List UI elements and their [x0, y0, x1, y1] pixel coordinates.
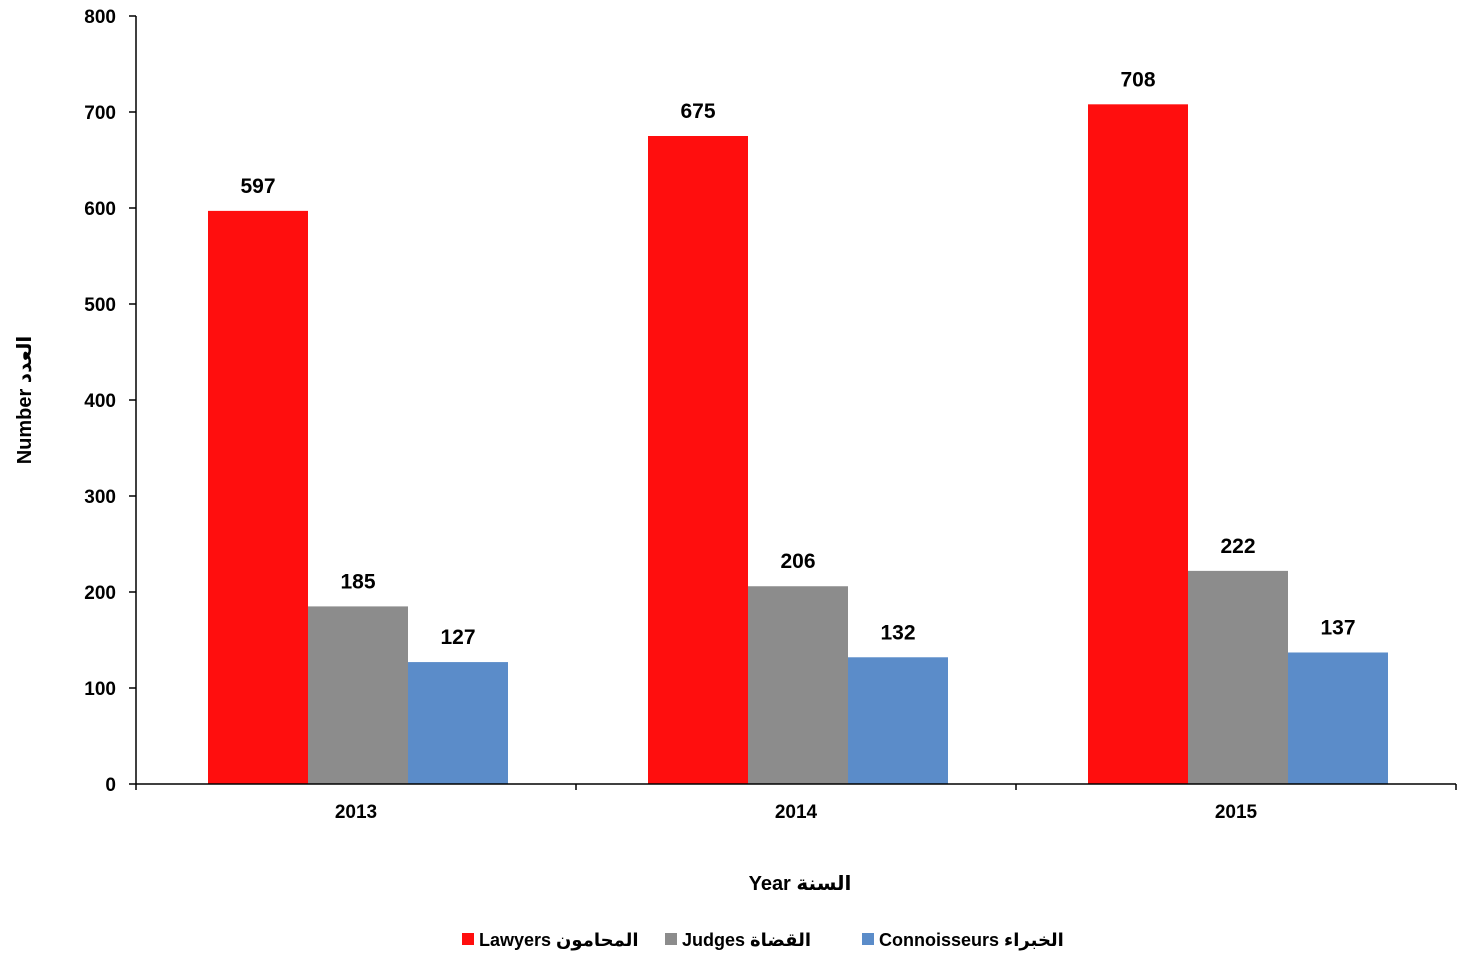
bar — [748, 586, 848, 784]
y-tick-label: 0 — [105, 775, 116, 796]
bar — [848, 657, 948, 784]
data-label: 127 — [440, 626, 475, 649]
data-label: 675 — [680, 100, 715, 123]
y-tick-label: 500 — [84, 295, 116, 316]
data-label: 137 — [1320, 616, 1355, 639]
bar — [208, 210, 308, 784]
x-tick-label: 2014 — [775, 802, 818, 823]
data-label: 132 — [880, 621, 915, 644]
y-tick-label: 100 — [84, 679, 116, 700]
data-label: 206 — [780, 550, 815, 573]
y-tick-label: 300 — [84, 487, 116, 508]
data-label: 597 — [240, 175, 275, 198]
data-label: 708 — [1120, 68, 1155, 91]
legend-swatch — [665, 933, 677, 945]
bar — [408, 662, 508, 784]
legend-swatch — [862, 933, 874, 945]
y-tick-label: 600 — [84, 199, 116, 220]
legend-swatch — [462, 933, 474, 945]
legend-label: Judges القضاة — [682, 930, 811, 950]
data-labels-group: 597 185 127 675 206 132 708 222 137 — [240, 68, 1355, 649]
x-tick-label: 2015 — [1215, 802, 1258, 823]
bars-group — [208, 104, 1388, 784]
bar — [1088, 104, 1188, 784]
bar — [308, 606, 408, 784]
y-tick-label: 700 — [84, 103, 116, 124]
y-tick-label: 400 — [84, 391, 116, 412]
legend-label: Connoisseurs الخبراء — [879, 930, 1064, 951]
x-axis-title: Year السنة — [749, 873, 852, 895]
bar — [1188, 570, 1288, 784]
legend: Lawyers المحامون Judges القضاة Connoisseur… — [462, 930, 1064, 951]
y-tick-label: 800 — [84, 7, 116, 28]
data-label: 185 — [340, 570, 375, 593]
y-axis-title: Number العدد — [14, 336, 36, 465]
x-tick-label: 2013 — [335, 802, 377, 823]
data-label: 222 — [1220, 535, 1255, 558]
bar — [1288, 652, 1388, 784]
y-ticks-group: 0 100 200 300 400 500 600 700 800 — [84, 7, 136, 796]
x-ticks-group: 2013 2014 2015 — [135, 784, 1457, 823]
bar — [648, 136, 748, 784]
legend-label: Lawyers المحامون — [479, 930, 639, 951]
y-tick-label: 200 — [84, 583, 116, 604]
